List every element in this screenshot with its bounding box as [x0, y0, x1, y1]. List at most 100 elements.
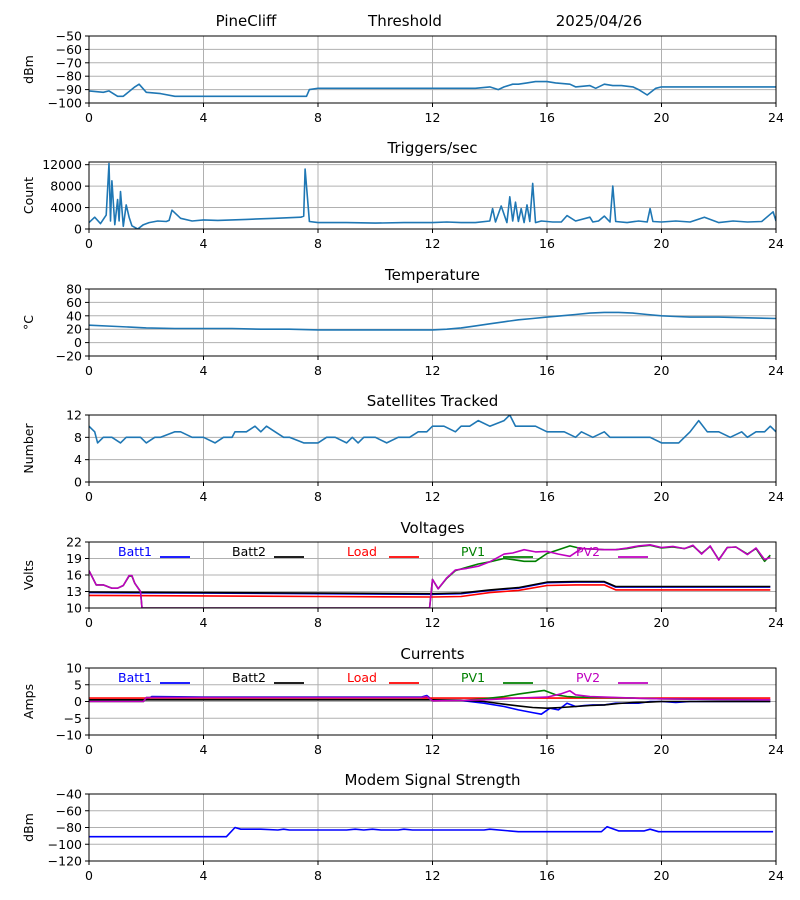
legend-label-load: Load [347, 670, 377, 685]
x-tick-label: 24 [768, 110, 784, 125]
x-tick-label: 8 [314, 742, 322, 757]
y-tick-label: 0 [74, 475, 82, 490]
chart-title: Modem Signal Strength [345, 771, 521, 789]
x-tick-label: 0 [85, 615, 93, 630]
x-tick-label: 0 [85, 868, 93, 883]
legend-label-pv1: PV1 [461, 670, 485, 685]
x-tick-label: 12 [425, 489, 441, 504]
series-line-pv2 [89, 543, 771, 608]
x-tick-label: 20 [654, 868, 670, 883]
series-group [89, 689, 771, 716]
y-tick-label: 0 [74, 222, 82, 237]
y-axis-label: °C [21, 315, 36, 330]
x-tick-label: 20 [654, 236, 670, 251]
panel-satellites: 0 4 8 12 16 20 24 0 4 8 12 Satellites Tracked Number [21, 392, 784, 504]
x-tick-label: 0 [85, 236, 93, 251]
x-tick-label: 4 [200, 110, 208, 125]
x-tick-label: 8 [314, 236, 322, 251]
legend-label-pv2: PV2 [576, 670, 600, 685]
panel-modem: 0 4 8 12 16 20 24 −120 −100 −80 −60−40 Modem Signal… [21, 771, 784, 883]
y-tick-label: 40 [66, 308, 82, 323]
x-tick-label: 4 [200, 363, 208, 378]
x-tick-label: 12 [425, 110, 441, 125]
series-group [89, 311, 776, 331]
y-tick-label: 10 [66, 661, 82, 676]
panel-signal: 0 4 8 12 16 20 24 −100−90−80−70−60−50 dBm [21, 29, 784, 126]
x-tick-label: 16 [539, 110, 555, 125]
legend-label-batt2: Batt2 [232, 670, 266, 685]
y-tick-label: −10 [56, 728, 82, 743]
y-tick-label: 12000 [42, 157, 82, 172]
y-tick-label: 8 [74, 430, 82, 445]
x-tick-label: 0 [85, 363, 93, 378]
chart-title: Voltages [400, 519, 464, 537]
y-tick-label: −60 [56, 42, 82, 57]
header-station: PineCliff [216, 12, 277, 30]
series-group [89, 825, 774, 838]
x-tick-label: 4 [200, 615, 208, 630]
x-tick-label: 4 [200, 868, 208, 883]
legend-label-load: Load [347, 544, 377, 559]
series-line-batt2 [89, 580, 771, 595]
chart-title: Satellites Tracked [367, 392, 498, 410]
y-tick-label: −90 [56, 82, 82, 97]
x-tick-label: 16 [539, 868, 555, 883]
y-tick-label: 10 [66, 601, 82, 616]
y-tick-label: −40 [56, 787, 82, 802]
legend-label-batt1: Batt1 [118, 670, 152, 685]
series-group [89, 162, 776, 229]
series-line-modem [89, 825, 774, 838]
x-tick-label: 4 [200, 742, 208, 757]
y-tick-label: 60 [66, 295, 82, 310]
x-tick-label: 8 [314, 868, 322, 883]
x-tick-label: 12 [425, 236, 441, 251]
legend-label-batt2: Batt2 [232, 544, 266, 559]
x-tick-label: 24 [768, 489, 784, 504]
y-tick-label: −120 [48, 854, 82, 869]
y-tick-label: 22 [66, 535, 82, 550]
y-tick-label: 8000 [50, 179, 82, 194]
x-tick-label: 20 [654, 615, 670, 630]
x-tick-label: 16 [539, 489, 555, 504]
y-tick-label: −80 [56, 820, 82, 835]
y-tick-label: 4 [74, 452, 82, 467]
x-tick-label: 16 [539, 236, 555, 251]
panel-currents: 0 4 8 12 16 20 24 −10 −5 0 510 Currents Amps Batt1 Bat… [21, 645, 784, 757]
y-tick-label: −100 [48, 96, 82, 111]
y-tick-label: 19 [66, 551, 82, 566]
y-axis-label: Number [21, 423, 36, 474]
chart-title: Triggers/sec [387, 139, 478, 157]
x-tick-label: 20 [654, 363, 670, 378]
y-tick-label: 13 [66, 584, 82, 599]
y-tick-label: 0 [74, 335, 82, 350]
y-axis-label: dBm [21, 813, 36, 842]
y-tick-label: 16 [66, 568, 82, 583]
y-tick-label: 20 [66, 322, 82, 337]
x-tick-label: 4 [200, 236, 208, 251]
header-mode: Threshold [367, 12, 442, 30]
series-line-temperature [89, 311, 776, 331]
chart-title: Currents [400, 645, 464, 663]
x-tick-label: 8 [314, 615, 322, 630]
x-tick-label: 12 [425, 868, 441, 883]
legend-label-pv2: PV2 [576, 544, 600, 559]
x-tick-label: 24 [768, 742, 784, 757]
x-tick-label: 16 [539, 363, 555, 378]
x-tick-label: 8 [314, 110, 322, 125]
y-axis-label: dBm [21, 55, 36, 84]
x-tick-label: 16 [539, 615, 555, 630]
y-axis-label: Amps [21, 684, 36, 719]
x-tick-label: 0 [85, 489, 93, 504]
y-tick-label: −100 [48, 837, 82, 852]
x-tick-label: 16 [539, 742, 555, 757]
y-tick-label: 4000 [50, 200, 82, 215]
x-tick-label: 20 [654, 110, 670, 125]
x-tick-label: 12 [425, 363, 441, 378]
y-tick-label: −70 [56, 55, 82, 70]
x-tick-label: 24 [768, 236, 784, 251]
x-tick-label: 20 [654, 489, 670, 504]
series-group [89, 80, 776, 98]
